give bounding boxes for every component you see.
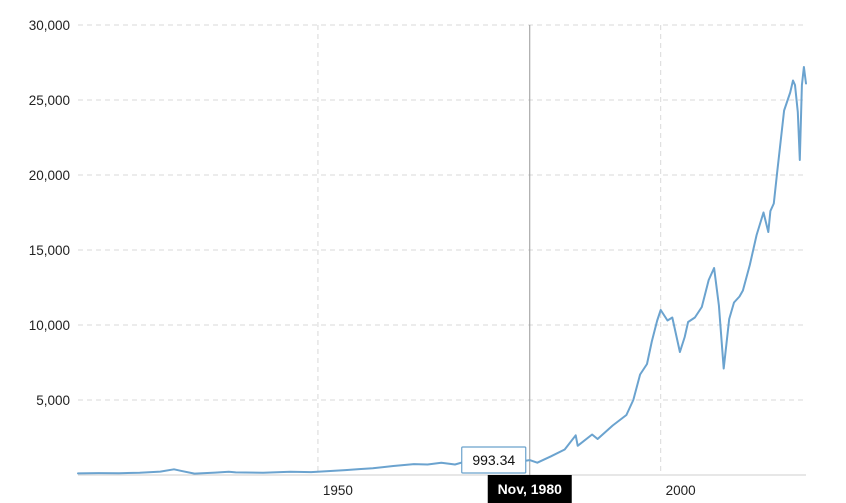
date-badge-label: Nov, 1980 xyxy=(498,481,563,497)
gridlines xyxy=(78,24,806,475)
x-tick-label: 2000 xyxy=(666,483,696,498)
x-axis-ticks: 1950 2000 xyxy=(323,483,696,498)
y-tick-label: 15,000 xyxy=(29,243,70,258)
y-tick-label: 30,000 xyxy=(29,18,70,33)
tooltip-value-label: 993.34 xyxy=(472,452,515,468)
y-tick-label: 10,000 xyxy=(29,318,70,333)
value-tooltip: 993.34 xyxy=(461,446,527,474)
y-tick-label: 5,000 xyxy=(36,393,70,408)
crosshair-date-badge: Nov, 1980 xyxy=(487,475,572,503)
y-tick-label: 25,000 xyxy=(29,93,70,108)
x-tick-label: 1950 xyxy=(323,483,353,498)
y-tick-label: 20,000 xyxy=(29,168,70,183)
data-series-line[interactable] xyxy=(77,66,807,475)
y-axis-ticks: 5,000 10,000 15,000 20,000 25,000 30,000 xyxy=(29,18,70,408)
date-badge-box xyxy=(487,475,572,503)
tooltip-box xyxy=(461,446,527,474)
